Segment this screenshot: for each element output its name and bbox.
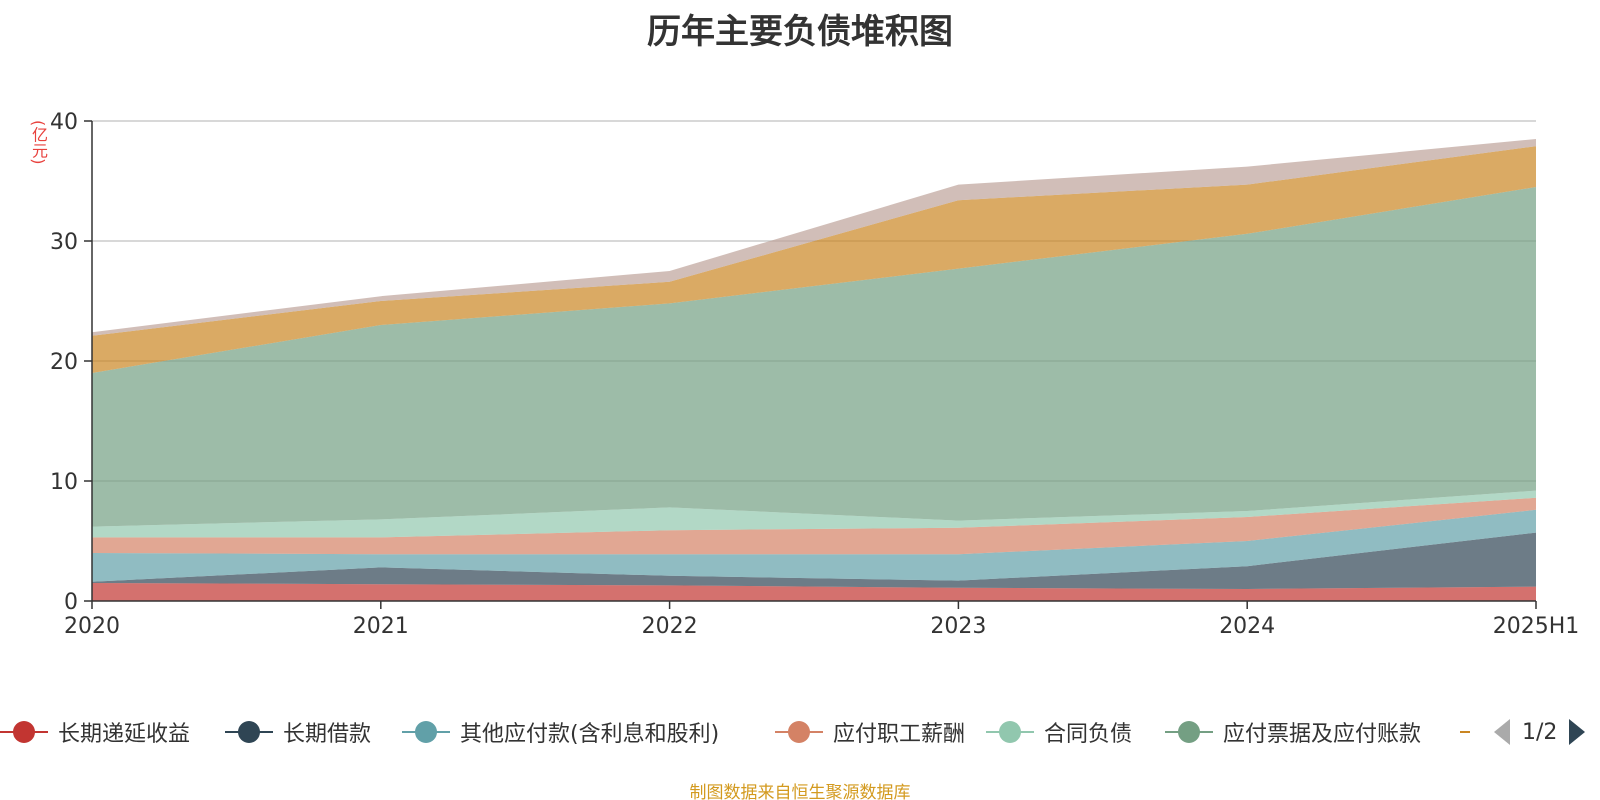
legend-item-0[interactable]: 长期递延收益 xyxy=(0,712,190,752)
legend-marker-icon xyxy=(1460,731,1470,733)
area-series-0[interactable] xyxy=(92,583,1536,601)
legend-label: 合同负债 xyxy=(1044,722,1133,747)
area-chart: 0 10 20 30 40 2020 2021 2022 2023 2024 2025H1 xyxy=(50,110,1579,639)
stacked-areas xyxy=(92,139,1536,601)
legend-marker-icon xyxy=(986,721,1034,743)
legend-marker-icon xyxy=(775,721,823,743)
area-series-2[interactable] xyxy=(92,509,1536,582)
legend-marker-icon xyxy=(0,721,48,743)
legend-label: 其他应付款(含利息和股利) xyxy=(460,722,720,747)
legend-label: 应付职工薪酬 xyxy=(833,722,966,747)
y-tick-label: 20 xyxy=(50,350,78,375)
legend-pager: 1/2 xyxy=(1492,712,1587,752)
legend-marker-icon xyxy=(1165,721,1213,743)
area-series-5[interactable] xyxy=(92,187,1536,527)
x-tick-label: 2024 xyxy=(1219,614,1275,639)
legend-marker-icon xyxy=(225,721,273,743)
legend: 长期递延收益 长期借款 其他应付款(含利息和股利) 应付职工薪酬 合同负债 应付票据及应付… xyxy=(0,712,1470,752)
legend-item-3[interactable]: 应付职工薪酬 xyxy=(775,712,965,752)
legend-item-2[interactable]: 其他应付款(含利息和股利) xyxy=(402,712,719,752)
x-tick-label: 2021 xyxy=(353,614,409,639)
legend-item-5[interactable]: 应付票据及应付账款 xyxy=(1165,712,1421,752)
legend-item-4[interactable]: 合同负债 xyxy=(986,712,1132,752)
legend-marker-icon xyxy=(402,721,450,743)
legend-label: 长期递延收益 xyxy=(58,722,191,747)
area-series-4[interactable] xyxy=(92,490,1536,538)
legend-page-indicator: 1/2 xyxy=(1522,719,1558,745)
x-tick-label: 2020 xyxy=(64,614,120,639)
y-tick-label: 10 xyxy=(50,470,78,495)
area-series-7[interactable] xyxy=(92,139,1536,336)
y-tick-label: 0 xyxy=(64,590,78,615)
x-tick-label: 2022 xyxy=(642,614,698,639)
prev-page-icon[interactable] xyxy=(1492,717,1512,747)
x-tick-label: 2025H1 xyxy=(1493,614,1580,639)
y-axis-unit-label: (亿元) xyxy=(29,120,48,165)
legend-item-6[interactable]: 短期借款 xyxy=(1460,712,1470,752)
legend-item-1[interactable]: 长期借款 xyxy=(225,712,371,752)
chart-title: 历年主要负债堆积图 xyxy=(647,12,953,52)
axes: 0 10 20 30 40 2020 2021 2022 2023 2024 2025H1 xyxy=(50,110,1579,639)
area-series-1[interactable] xyxy=(92,532,1536,589)
legend-label: 应付票据及应付账款 xyxy=(1223,722,1422,747)
area-series-3[interactable] xyxy=(92,497,1536,555)
y-tick-label: 40 xyxy=(50,110,78,135)
data-source-footer: 制图数据来自恒生聚源数据库 xyxy=(689,783,911,800)
y-tick-label: 30 xyxy=(50,230,78,255)
x-tick-label: 2023 xyxy=(930,614,986,639)
area-series-6[interactable] xyxy=(92,146,1536,373)
next-page-icon[interactable] xyxy=(1567,717,1587,747)
legend-label: 长期借款 xyxy=(283,722,372,747)
